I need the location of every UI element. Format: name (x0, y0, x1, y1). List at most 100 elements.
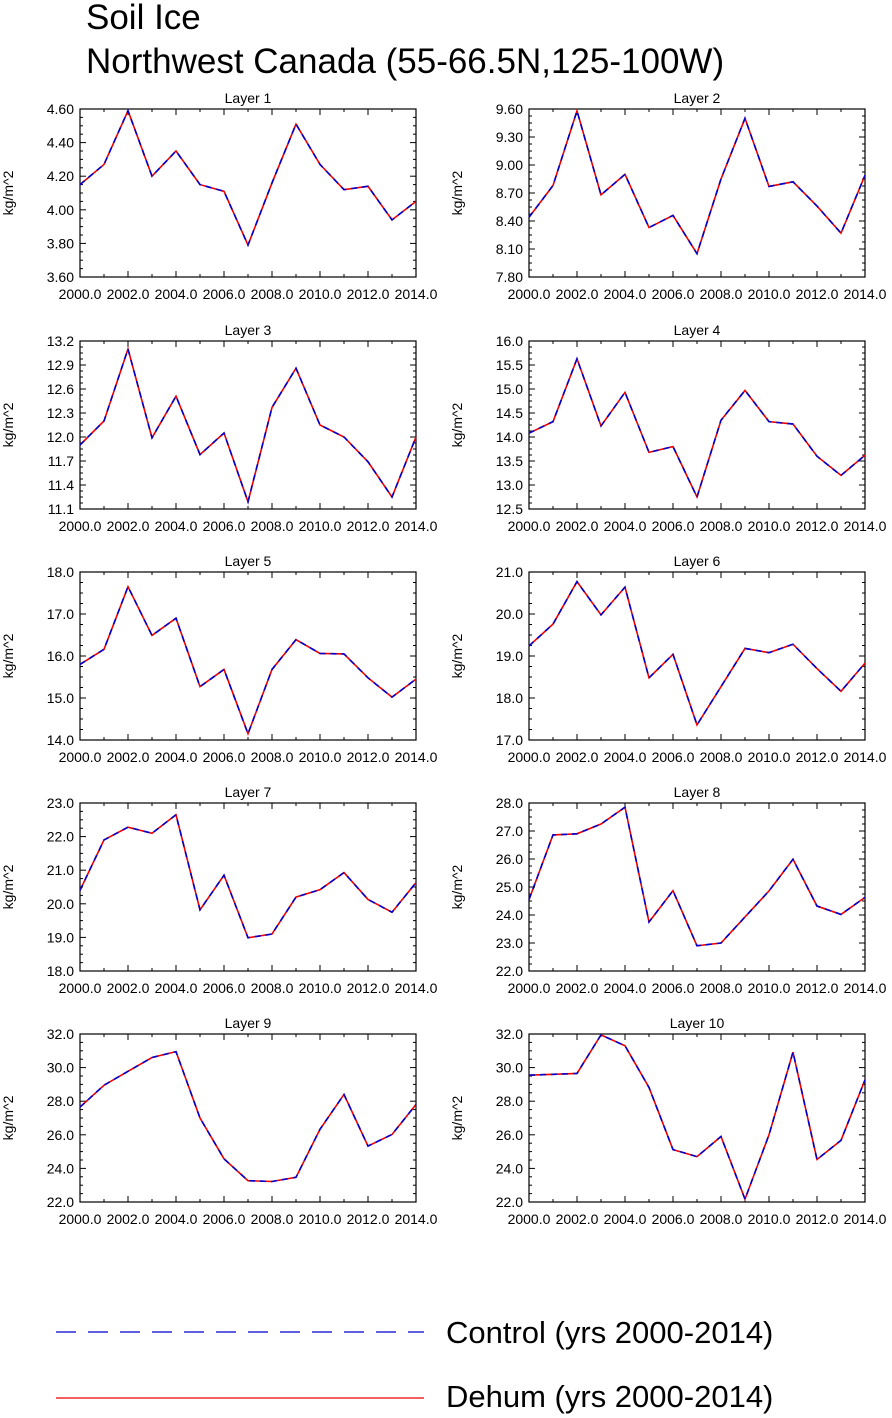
y-tick-label: 12.0 (47, 429, 74, 445)
y-axis-label: kg/m^2 (0, 402, 16, 447)
x-tick-label: 2010.0 (299, 1211, 342, 1227)
x-tick-label: 2010.0 (748, 1211, 791, 1227)
y-tick-label: 3.80 (47, 235, 74, 251)
x-tick-label: 2000.0 (508, 518, 551, 534)
y-tick-label: 3.60 (47, 269, 74, 285)
y-tick-label: 20.0 (496, 606, 523, 622)
panel-frame (79, 340, 417, 510)
y-tick-label: 25.0 (496, 879, 523, 895)
y-tick-label: 16.0 (496, 333, 523, 349)
y-tick-label: 18.0 (47, 963, 74, 979)
panel-layer-8: Layer 8 2000.0 2002.0 2004.0 2006.0 2008.0 201… (449, 784, 887, 996)
y-axis-label: kg/m^2 (0, 633, 16, 678)
x-tick-label: 2012.0 (796, 286, 839, 302)
x-tick-label: 2000.0 (59, 749, 102, 765)
y-tick-label: 19.0 (496, 648, 523, 664)
x-tick-label: 2002.0 (107, 518, 150, 534)
x-tick-label: 2004.0 (604, 980, 647, 996)
x-tick-label: 2004.0 (155, 518, 198, 534)
x-tick-label: 2006.0 (203, 1211, 246, 1227)
legend-label-dehum: Dehum (yrs 2000-2014) (446, 1379, 774, 1414)
x-tick-label: 2006.0 (652, 1211, 695, 1227)
figure-title-line2: Northwest Canada (55-66.5N,125-100W) (86, 42, 725, 81)
x-tick-label: 2000.0 (59, 518, 102, 534)
panel-frame (79, 571, 417, 741)
x-tick-label: 2002.0 (556, 518, 599, 534)
panel-title: Layer 7 (225, 784, 272, 800)
panel-title: Layer 2 (674, 90, 721, 106)
x-tick-label: 2012.0 (347, 518, 390, 534)
y-tick-label: 13.0 (496, 477, 523, 493)
y-axis-label: kg/m^2 (449, 864, 465, 909)
panel-layer-9: Layer 9 2000.0 2002.0 2004.0 2006.0 2008.0 201… (0, 1015, 438, 1227)
x-tick-label: 2012.0 (796, 749, 839, 765)
y-tick-label: 15.0 (496, 381, 523, 397)
y-tick-label: 16.0 (47, 648, 74, 664)
x-tick-label: 2012.0 (796, 518, 839, 534)
panel-frame (79, 1033, 417, 1203)
y-tick-label: 23.0 (47, 795, 74, 811)
x-tick-label: 2002.0 (107, 980, 150, 996)
x-tick-label: 2010.0 (299, 518, 342, 534)
y-tick-label: 4.40 (47, 135, 74, 151)
y-tick-label: 27.0 (496, 823, 523, 839)
x-tick-label: 2002.0 (107, 1211, 150, 1227)
x-tick-label: 2012.0 (796, 1211, 839, 1227)
y-tick-label: 22.0 (47, 1194, 74, 1210)
x-tick-label: 2006.0 (203, 980, 246, 996)
y-tick-label: 9.60 (496, 101, 523, 117)
x-tick-label: 2004.0 (155, 749, 198, 765)
y-tick-label: 30.0 (496, 1060, 523, 1076)
y-tick-label: 24.0 (496, 1160, 523, 1176)
x-tick-label: 2004.0 (155, 286, 198, 302)
y-tick-label: 26.0 (496, 1127, 523, 1143)
x-tick-label: 2004.0 (604, 518, 647, 534)
y-tick-label: 14.0 (47, 732, 74, 748)
x-tick-label: 2000.0 (508, 1211, 551, 1227)
x-tick-label: 2008.0 (251, 980, 294, 996)
panel-title: Layer 9 (225, 1015, 272, 1031)
x-tick-label: 2004.0 (604, 749, 647, 765)
series-line-control (528, 356, 866, 500)
series-line-dehum (528, 580, 866, 727)
x-tick-label: 2010.0 (299, 286, 342, 302)
y-tick-label: 26.0 (47, 1127, 74, 1143)
x-tick-label: 2012.0 (796, 980, 839, 996)
x-tick-label: 2002.0 (556, 286, 599, 302)
series-line-control (528, 1033, 866, 1202)
y-tick-label: 12.9 (47, 357, 74, 373)
panel-title: Layer 4 (674, 322, 721, 338)
y-tick-label: 4.60 (47, 101, 74, 117)
x-tick-label: 2012.0 (347, 980, 390, 996)
series-line-control (79, 1050, 417, 1183)
x-tick-label: 2008.0 (700, 1211, 743, 1227)
panel-title: Layer 3 (225, 322, 272, 338)
y-tick-label: 8.70 (496, 185, 523, 201)
x-tick-label: 2008.0 (700, 518, 743, 534)
panel-layer-3: Layer 3 2000.0 2002.0 2004.0 2006.0 2008.0 201… (0, 322, 438, 534)
x-tick-label: 2008.0 (251, 286, 294, 302)
y-tick-label: 32.0 (496, 1026, 523, 1042)
x-tick-label: 2006.0 (652, 749, 695, 765)
y-tick-label: 12.6 (47, 381, 74, 397)
panel-frame (79, 108, 417, 278)
y-tick-label: 14.0 (496, 429, 523, 445)
x-tick-label: 2010.0 (748, 286, 791, 302)
y-axis-label: kg/m^2 (0, 1095, 16, 1140)
y-tick-label: 18.0 (496, 690, 523, 706)
x-tick-label: 2006.0 (652, 286, 695, 302)
x-tick-label: 2000.0 (59, 980, 102, 996)
y-tick-label: 23.0 (496, 935, 523, 951)
x-tick-label: 2014.0 (395, 518, 438, 534)
series-line-dehum (528, 805, 866, 947)
x-tick-label: 2012.0 (347, 286, 390, 302)
series-line-control (79, 813, 417, 939)
y-tick-label: 32.0 (47, 1026, 74, 1042)
y-tick-label: 28.0 (496, 1093, 523, 1109)
x-tick-label: 2012.0 (347, 749, 390, 765)
y-tick-label: 11.1 (48, 501, 74, 517)
y-tick-label: 13.2 (47, 333, 74, 349)
series-line-control (528, 108, 866, 256)
series-line-control (79, 108, 417, 248)
y-tick-label: 20.0 (47, 896, 74, 912)
